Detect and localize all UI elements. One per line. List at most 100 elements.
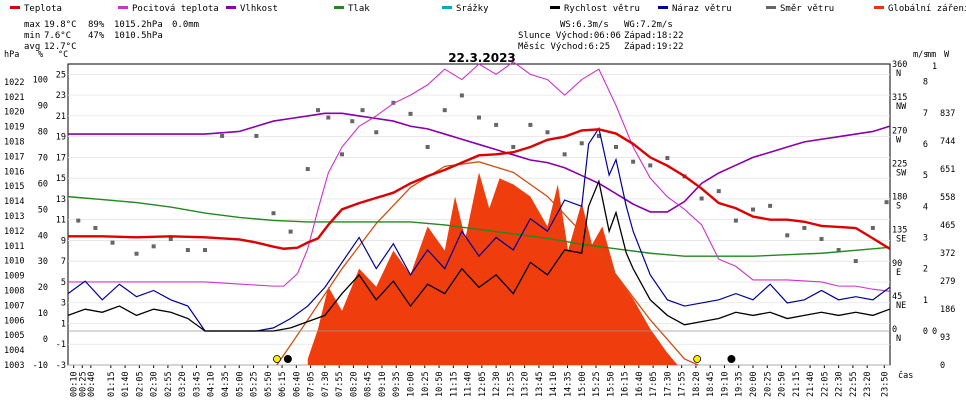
pressure-tick-label: 1006	[4, 316, 24, 326]
moonrise-marker	[283, 355, 292, 363]
humidity-tick-label: 50	[38, 205, 48, 215]
wind-dir-point	[477, 115, 481, 120]
wind-dir-point	[511, 144, 516, 149]
x-tick-label: 12:05	[478, 371, 488, 397]
chart-title: 22.3.2023	[448, 51, 516, 65]
wind-dir-tick-compass: N	[896, 69, 901, 79]
x-tick-label: 05:50	[264, 371, 274, 397]
pressure-tick-label: 1010	[4, 257, 24, 267]
legend-entry-6: Náraz větru	[672, 4, 732, 14]
legend-swatch-4	[442, 6, 452, 9]
x-tick-label: 22:05	[820, 371, 830, 397]
pressure-tick-label: 1003	[4, 361, 24, 371]
x-tick-label: 20:25	[763, 371, 773, 397]
wind-dir-point	[391, 100, 396, 105]
humidity-tick-label: 0	[43, 335, 48, 345]
wind-dir-tick-label: 90	[892, 259, 902, 269]
sunrise: Slunce Východ:06:06	[518, 31, 621, 41]
wind-speed-tick-label: 7	[923, 109, 928, 119]
x-tick-label: 13:20	[521, 371, 531, 397]
sunset: Západ:18:22	[624, 31, 684, 41]
wind-dir-tick-label: 270	[892, 126, 907, 136]
x-tick-label: 04:10	[207, 371, 217, 397]
wind-dir-point	[562, 152, 567, 157]
series-wind-speed	[67, 179, 890, 332]
wind-dir-point	[408, 111, 413, 116]
solar-tick-label: 0	[940, 361, 945, 371]
unit-mm: mm	[926, 50, 936, 60]
solar-tick-label: 279	[940, 277, 955, 287]
humidity-tick-label: 70	[38, 153, 48, 163]
stat-min-press: 1010.5hPa	[114, 31, 163, 41]
humidity-tick-label: 90	[38, 102, 48, 112]
stat-max-press: 1015.2hPa	[114, 20, 163, 30]
wind-dir-point	[819, 236, 824, 241]
sunrise-marker	[273, 355, 281, 363]
x-tick-label: 14:35	[563, 371, 573, 397]
wind-dir-point	[340, 152, 344, 157]
wind-dir-point	[665, 156, 670, 161]
wind-dir-point	[110, 240, 115, 245]
pressure-tick-label: 1019	[4, 123, 24, 133]
wind-dir-point	[168, 236, 173, 241]
series-temperature	[68, 128, 891, 250]
legend-entry-1: Pocitová teplota	[132, 4, 219, 14]
wind-dir-point	[631, 159, 636, 164]
moonset: Západ:19:22	[624, 42, 684, 52]
x-tick-label: 17:30	[663, 371, 673, 397]
pressure-tick-label: 1004	[4, 346, 24, 356]
series-humidity	[68, 112, 890, 213]
legend-entry-8: Globální záření	[888, 4, 966, 14]
x-tick-label: 18:45	[706, 371, 716, 397]
wind-dir-point	[271, 211, 276, 216]
pressure-tick-label: 1015	[4, 182, 24, 192]
wind-dir-tick-label: 45	[892, 292, 902, 302]
wind-dir-point	[751, 207, 755, 212]
x-tick-label: 00:25	[78, 371, 88, 397]
x-tick-label: 17:55	[678, 371, 688, 397]
x-tick-label: 12:30	[492, 371, 502, 397]
wind-speed-tick-label: 0	[923, 327, 928, 337]
humidity-tick-label: 20	[38, 283, 48, 293]
series-solar-area	[307, 172, 678, 365]
wind-gust-avg: WG:7.2m/s	[624, 20, 673, 30]
pressure-tick-label: 1020	[4, 108, 24, 118]
stat-max-temp: 19.8°C	[44, 20, 77, 30]
x-tick-label: 22:30	[835, 371, 845, 397]
wind-dir-point	[360, 108, 365, 113]
series-solar-theoretical	[276, 161, 699, 366]
stat-max-rain: 0.0mm	[172, 20, 199, 30]
wind-dir-tick-label: 180	[892, 193, 907, 203]
temperature-tick-label: 19	[56, 133, 66, 143]
legend-entry-2: Vlhkost	[240, 4, 278, 14]
wind-dir-tick-compass: E	[896, 268, 901, 278]
x-tick-label: 23:20	[863, 371, 873, 397]
pressure-tick-label: 1007	[4, 301, 24, 311]
wind-dir-point	[220, 133, 225, 138]
x-tick-label: 22:55	[849, 371, 859, 397]
wind-speed-tick-label: 3	[923, 233, 928, 243]
x-tick-label: 01:40	[121, 371, 131, 397]
temperature-tick-label: 11	[56, 216, 66, 226]
x-tick-label: 15:50	[606, 371, 616, 397]
wind-info-block: WS:6.3m/s WG:7.2m/s Slunce Východ:06:06 …	[518, 20, 684, 52]
x-tick-label: 10:00	[407, 371, 417, 397]
right-axis-ticks: 0N45NE90E135SE180S225SW270W315NW360N0123…	[892, 60, 955, 371]
wind-dir-point	[614, 144, 618, 149]
wind-dir-point	[836, 248, 841, 253]
wind-speed-tick-label: 2	[923, 265, 928, 275]
axis-unit-labels: hPa % °C m/s mm W čas	[4, 50, 950, 381]
solar-tick-label: 558	[940, 193, 955, 203]
x-tick-label: 07:30	[321, 371, 331, 397]
wind-dir-point	[254, 133, 259, 138]
wind-dir-point	[528, 122, 533, 127]
x-tick-label: 15:00	[578, 371, 588, 397]
x-tick-label: 21:15	[792, 371, 802, 397]
pressure-tick-label: 1017	[4, 152, 24, 162]
wind-dir-point	[802, 225, 807, 230]
wind-dir-tick-label: 0	[892, 325, 897, 335]
x-tick-label: 13:45	[535, 371, 545, 397]
pressure-tick-label: 1018	[4, 137, 24, 147]
pressure-tick-label: 1021	[4, 93, 24, 103]
